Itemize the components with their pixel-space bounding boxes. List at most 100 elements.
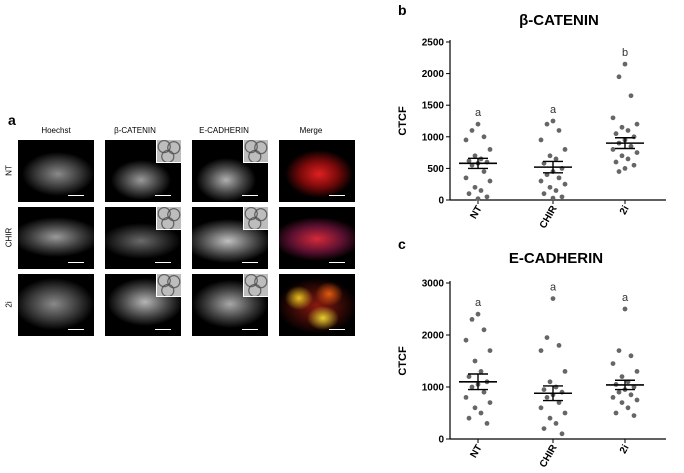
y-tick-label: 1500 (422, 101, 445, 112)
scale-bar (155, 195, 171, 196)
inset-image (243, 140, 268, 163)
y-tick-label: 2000 (422, 69, 445, 80)
data-point (562, 181, 568, 187)
data-point (631, 134, 637, 140)
scale-bar (329, 329, 345, 330)
data-point (544, 395, 550, 400)
data-point (610, 361, 616, 366)
inset-image (243, 207, 268, 230)
data-point (610, 115, 616, 121)
data-point (463, 395, 469, 400)
scale-bar (68, 195, 84, 196)
data-point (538, 137, 544, 143)
data-point (556, 175, 562, 181)
significance-letter: b (622, 47, 628, 59)
image-chir-beta-catenin (105, 207, 181, 269)
y-tick-label: 1000 (422, 132, 445, 143)
significance-letter: a (475, 297, 482, 309)
data-point (619, 153, 625, 159)
data-point (487, 178, 493, 184)
y-tick-label: 2500 (422, 38, 445, 49)
microscopy-grid: Hoechst β-CATENIN E-CADHERIN Merge NT CH… (4, 126, 360, 346)
data-point (550, 118, 556, 124)
data-point (550, 195, 556, 201)
y-axis-label: CTCF (397, 106, 409, 136)
beta-catenin-chart: β-CATENIN CTCF 0 500 1000 1500 2000 2500 NT a CHIR… (397, 12, 666, 231)
data-point (631, 384, 637, 390)
x-tick-label: CHIR (538, 442, 560, 469)
data-point (472, 405, 478, 411)
column-header-merge: Merge (299, 126, 323, 135)
data-point (553, 156, 559, 162)
data-point (634, 150, 640, 156)
scale-bar (329, 262, 345, 263)
data-point (541, 387, 547, 392)
data-point (481, 134, 487, 140)
image-nt-e-cadherin (192, 140, 268, 202)
image-2i-e-cadherin (192, 274, 268, 336)
data-point (619, 374, 625, 379)
x-tick-label: 2i (618, 443, 632, 456)
data-point (619, 400, 625, 405)
data-point (625, 156, 631, 162)
data-point (547, 415, 553, 421)
data-point (622, 61, 628, 67)
data-point (466, 374, 472, 379)
data-point (625, 405, 631, 411)
data-point (628, 93, 634, 99)
panel-letter-c: c (398, 236, 406, 252)
data-point (538, 348, 544, 353)
data-point (613, 410, 619, 416)
data-point (631, 413, 637, 418)
data-point (484, 194, 490, 200)
data-point (472, 358, 478, 364)
data-point (484, 421, 490, 426)
data-point (469, 384, 475, 390)
image-nt-merge (279, 140, 355, 202)
data-point (562, 147, 568, 152)
column-header-e-cadherin: E-CADHERIN (199, 126, 249, 135)
row-label-nt: NT (4, 165, 14, 176)
data-point (634, 121, 640, 127)
e-cadherin-chart: E-CADHERIN CTCF 0 1000 2000 3000 NT a CHIR a 2i a (397, 250, 666, 470)
data-point (616, 74, 622, 80)
panel-letter-a: a (8, 112, 16, 128)
y-tick-label: 500 (427, 164, 444, 175)
significance-letter: a (622, 292, 629, 304)
data-point (463, 175, 469, 181)
data-point (562, 410, 568, 416)
y-tick-label: 3000 (422, 279, 445, 290)
data-point (544, 335, 550, 340)
x-tick-label: NT (468, 443, 484, 460)
image-2i-hoechst (18, 274, 94, 336)
data-point (475, 196, 481, 202)
data-point (625, 128, 631, 133)
scale-bar (242, 329, 258, 330)
data-point (628, 143, 634, 149)
data-point (541, 426, 547, 431)
data-point (553, 421, 559, 426)
data-point (481, 327, 487, 333)
data-point (628, 353, 634, 359)
scale-bar (242, 262, 258, 263)
data-point (610, 147, 616, 152)
data-point (547, 153, 553, 159)
data-point (622, 306, 628, 312)
y-tick-label: 2000 (422, 331, 445, 342)
data-point (616, 348, 622, 353)
data-point (472, 184, 478, 190)
x-tick-label: 2i (618, 204, 632, 217)
data-point (538, 405, 544, 411)
chart-title: β-CATENIN (519, 12, 599, 29)
data-point (466, 415, 472, 421)
data-point (556, 128, 562, 133)
scale-bar (242, 195, 258, 196)
data-point (469, 317, 475, 322)
data-point (481, 389, 487, 395)
data-point (613, 159, 619, 165)
data-point (487, 348, 493, 353)
data-point (547, 379, 553, 385)
row-label-2i: 2i (4, 301, 14, 308)
image-nt-beta-catenin (105, 140, 181, 202)
image-nt-hoechst (18, 140, 94, 202)
